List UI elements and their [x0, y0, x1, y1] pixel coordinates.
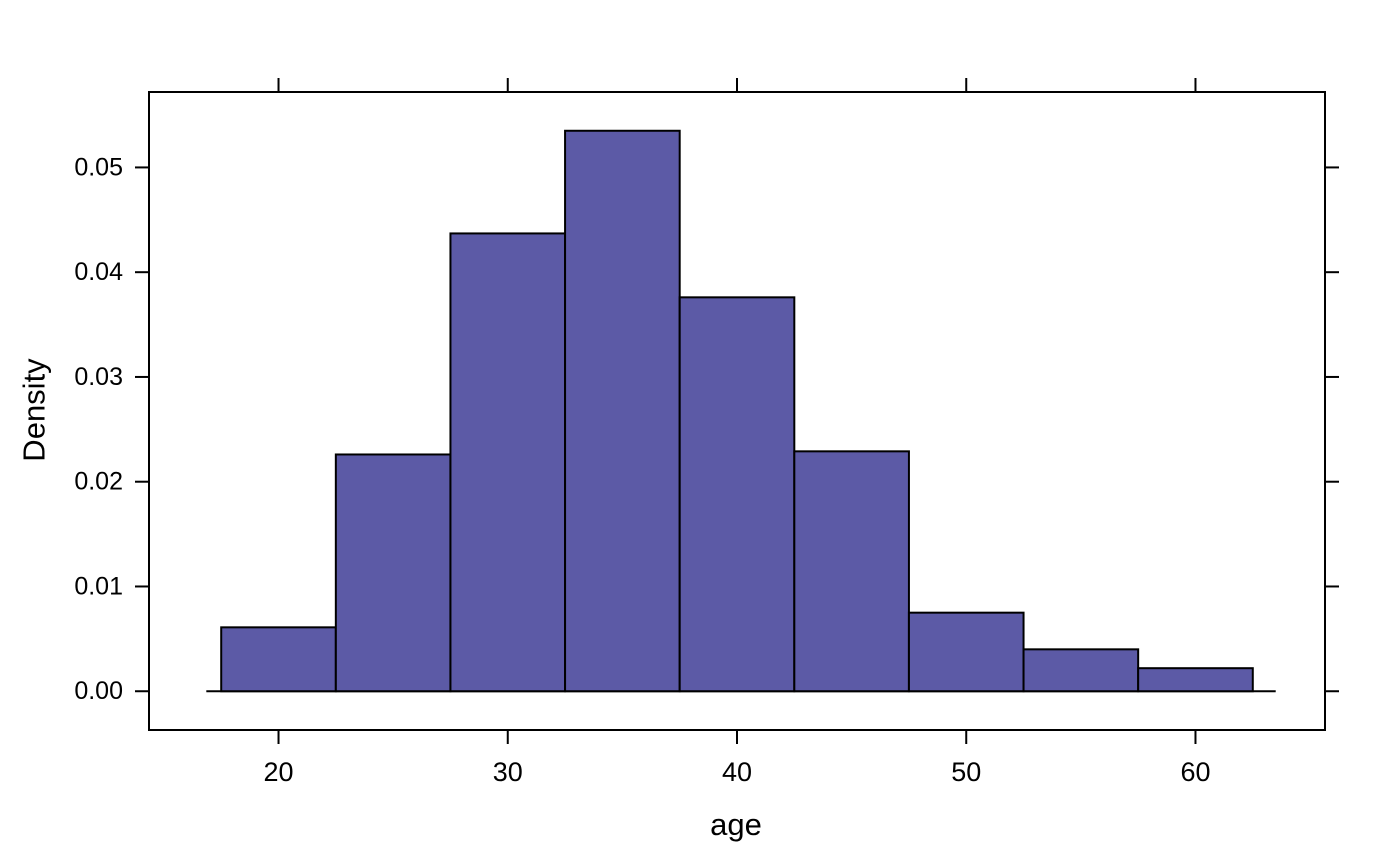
y-axis-tick-label-0.04: 0.04	[74, 258, 123, 286]
y-axis-title: Density	[17, 358, 52, 462]
histogram-bar-9	[1137, 667, 1254, 693]
histogram-bar-6	[793, 450, 910, 693]
y-axis-tick-label-0.05: 0.05	[74, 153, 123, 181]
x-axis-tick-label-40: 40	[722, 757, 752, 787]
histogram-bar-7	[907, 611, 1025, 693]
y-axis-tick-label-0.00: 0.00	[74, 677, 123, 705]
x-axis-tick-label-50: 50	[951, 757, 981, 787]
histogram-bar-1	[220, 626, 337, 693]
x-axis-tick-label-60: 60	[1180, 757, 1210, 787]
x-axis-title: age	[710, 807, 762, 842]
histogram-bar-8	[1022, 648, 1140, 693]
histogram-bar-3	[449, 232, 567, 693]
histogram-bar-4	[564, 129, 681, 693]
y-axis-tick-label-0.01: 0.01	[74, 572, 123, 600]
histogram-bar-5	[678, 296, 796, 693]
y-axis-tick-label-0.02: 0.02	[74, 468, 123, 496]
y-axis-tick-label-0.03: 0.03	[74, 363, 123, 391]
histogram-bar-2	[334, 453, 452, 693]
x-axis-tick-label-30: 30	[493, 757, 523, 787]
x-axis-tick-label-20: 20	[263, 757, 293, 787]
